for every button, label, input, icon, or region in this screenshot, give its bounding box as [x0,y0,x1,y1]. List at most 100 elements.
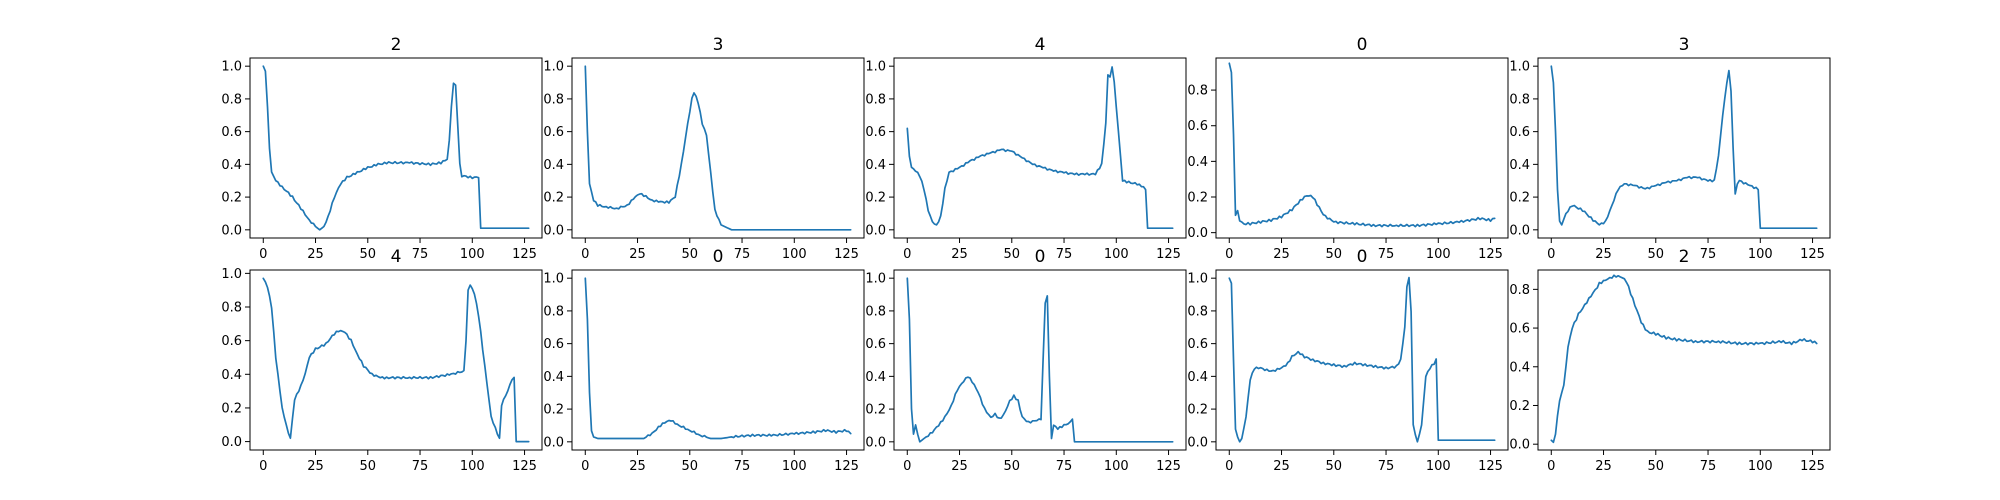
y-tick-label: 0.4 [1509,158,1530,173]
x-tick-label: 100 [1104,247,1129,262]
series-line [906,66,1174,230]
subplot-7: 0 0 25 50 75 100 125 0.0 0.2 0.4 0.6 0.8 1.0 [865,247,1187,474]
x-tick-label: 125 [834,459,859,474]
x-tick-label: 100 [1748,459,1773,474]
axes-frame [1537,57,1831,239]
x-tick-label: 125 [1478,247,1503,262]
series-line [1550,65,1818,230]
y-tick-label: 0.8 [543,304,564,319]
subplot-title: 4 [1035,35,1046,55]
subplot-title: 0 [1035,247,1046,267]
series-line [1228,62,1496,228]
x-tick-label: 100 [1104,459,1129,474]
y-tick-label: 1.0 [1509,60,1530,75]
y-tick-label: 0.6 [1509,125,1530,140]
y-tick-label: 0.0 [221,223,242,238]
y-tick-label: 0.0 [865,223,886,238]
axes-frame [249,269,543,451]
x-tick-label: 25 [307,247,324,262]
x-tick-label: 50 [682,247,699,262]
x-tick-label: 50 [1326,247,1343,262]
subplot-4: 3 0 25 50 75 100 125 0.0 0.2 0.4 0.6 0.8 1.0 [1509,35,1831,262]
y-tick-label: 0.6 [1187,337,1208,352]
y-tick-label: 0.2 [221,401,242,416]
y-tick-label: 0.4 [1509,360,1530,375]
subplot-5: 4 0 25 50 75 100 125 0.0 0.2 0.4 0.6 0.8 1.0 [221,247,543,474]
x-tick-label: 125 [512,459,537,474]
y-tick-label: 0.0 [865,435,886,450]
x-tick-label: 0 [1225,459,1233,474]
series-line [584,65,852,231]
y-tick-label: 0.8 [1187,84,1208,99]
y-tick-label: 0.6 [1509,322,1530,337]
x-tick-label: 0 [259,459,267,474]
subplot-title: 2 [1679,247,1690,267]
y-tick-label: 0.0 [1187,435,1208,450]
x-tick-label: 75 [734,247,751,262]
y-tick-label: 0.0 [543,435,564,450]
x-tick-label: 75 [1378,247,1395,262]
y-tick-label: 0.8 [221,92,242,107]
y-tick-label: 0.2 [1187,403,1208,418]
y-tick-label: 0.6 [1187,119,1208,134]
x-tick-label: 0 [581,459,589,474]
subplot-title: 3 [1679,35,1690,55]
y-tick-label: 0.8 [1509,283,1530,298]
y-tick-label: 0.4 [543,370,564,385]
y-tick-label: 0.2 [865,191,886,206]
axes-frame [893,269,1187,451]
x-tick-label: 50 [1004,459,1021,474]
y-tick-label: 0.4 [1187,155,1208,170]
x-tick-label: 75 [412,459,429,474]
y-tick-label: 0.2 [1509,191,1530,206]
x-tick-label: 125 [1156,247,1181,262]
x-tick-label: 75 [1700,247,1717,262]
y-tick-label: 0.2 [221,191,242,206]
x-tick-label: 125 [1800,247,1825,262]
x-tick-label: 50 [1648,247,1665,262]
x-tick-label: 0 [1547,459,1555,474]
y-tick-label: 0.6 [865,337,886,352]
x-tick-label: 25 [1273,459,1290,474]
series-line [1550,274,1818,444]
x-tick-label: 75 [1056,247,1073,262]
x-tick-label: 125 [834,247,859,262]
subplot-title: 0 [1357,35,1368,55]
y-tick-label: 1.0 [543,60,564,75]
subplot-8: 0 0 25 50 75 100 125 0.0 0.2 0.4 0.6 0.8 1.0 [1187,247,1509,474]
x-tick-label: 50 [1004,247,1021,262]
x-tick-label: 0 [1547,247,1555,262]
x-tick-label: 100 [1748,247,1773,262]
x-tick-label: 25 [951,459,968,474]
y-tick-label: 0.0 [1187,226,1208,241]
y-tick-label: 0.6 [865,125,886,140]
subplot-1: 3 0 25 50 75 100 125 0.0 0.2 0.4 0.6 0.8 1.0 [543,35,865,262]
y-tick-label: 0.8 [865,92,886,107]
x-tick-label: 100 [1426,459,1451,474]
y-tick-label: 0.2 [865,403,886,418]
y-tick-label: 1.0 [543,272,564,287]
x-tick-label: 100 [460,459,485,474]
x-tick-label: 25 [1595,247,1612,262]
y-tick-label: 1.0 [1187,272,1208,287]
subplot-2: 4 0 25 50 75 100 125 0.0 0.2 0.4 0.6 0.8 1.0 [865,35,1187,262]
y-tick-label: 0.6 [221,125,242,140]
series-line [584,277,852,440]
axes-frame [571,269,865,451]
x-tick-label: 100 [1426,247,1451,262]
x-tick-label: 0 [259,247,267,262]
y-tick-label: 0.8 [543,92,564,107]
subplot-title: 0 [1357,247,1368,267]
x-tick-label: 50 [682,459,699,474]
x-tick-label: 25 [1595,459,1612,474]
series-line [1228,276,1496,443]
x-tick-label: 100 [460,247,485,262]
x-tick-label: 50 [360,247,377,262]
x-tick-label: 25 [307,459,324,474]
x-tick-label: 75 [1378,459,1395,474]
x-tick-label: 100 [782,459,807,474]
y-tick-label: 1.0 [865,60,886,75]
subplot-3: 0 0 25 50 75 100 125 0.0 0.2 0.4 0.6 0.8 [1187,35,1509,262]
x-tick-label: 125 [1478,459,1503,474]
